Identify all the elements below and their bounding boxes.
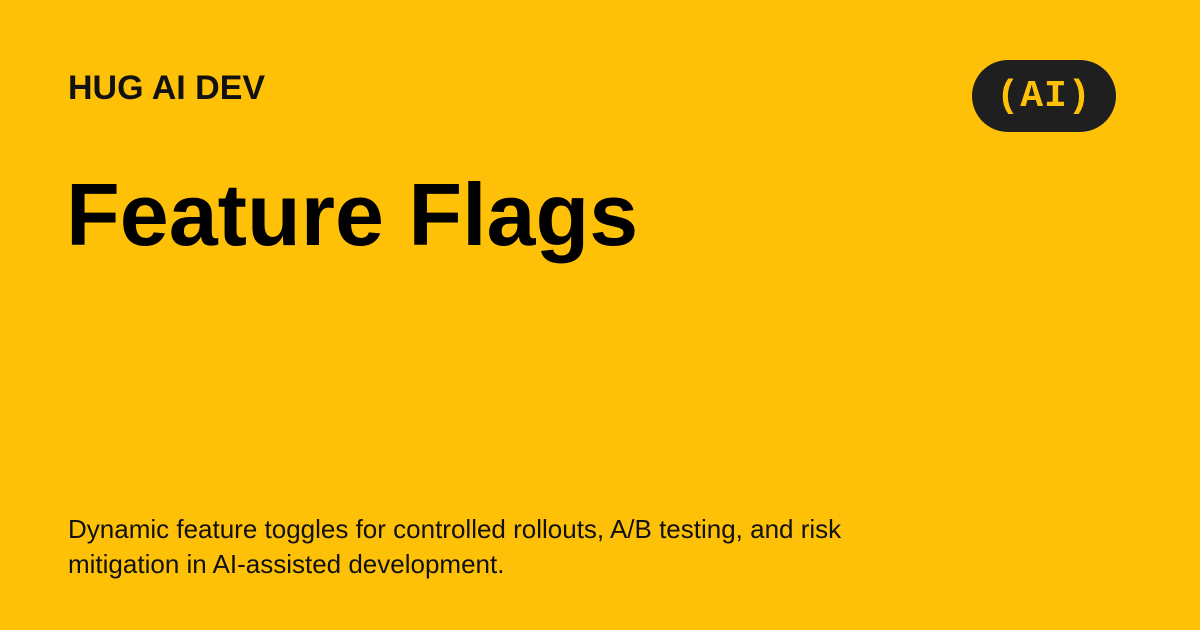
ai-logo-badge: (AI) bbox=[972, 60, 1116, 132]
ai-logo-text: (AI) bbox=[996, 74, 1092, 118]
page-title: Feature Flags bbox=[66, 165, 639, 264]
page-description: Dynamic feature toggles for controlled r… bbox=[68, 514, 842, 579]
brand-name: HUG AI DEV bbox=[68, 69, 266, 107]
